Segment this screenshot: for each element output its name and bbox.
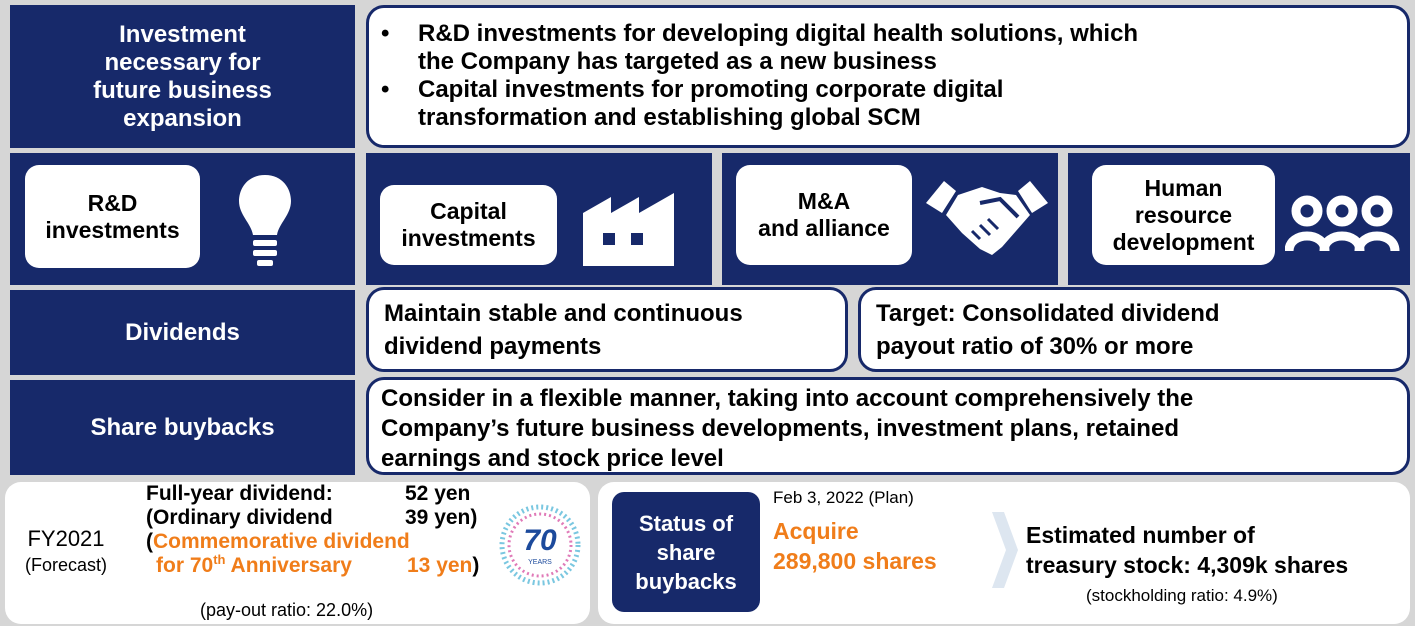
factory-icon [583, 193, 674, 266]
share-buybacks-policy: Consider in a flexible manner, taking in… [366, 377, 1410, 475]
text: investments [45, 216, 180, 243]
bullet: • Capital investments for promoting corp… [381, 76, 1407, 132]
buyback-date: Feb 3, 2022 (Plan) [773, 488, 914, 508]
text: dividend payments [384, 333, 602, 360]
text: Anniversary [225, 554, 352, 577]
text: 39 yen) [405, 506, 478, 529]
text: (pay-out ratio: 22.0%) [200, 600, 374, 620]
stockholding-ratio: (stockholding ratio: 4.9%) [1086, 586, 1278, 606]
category-panel: Capital investments [366, 153, 712, 285]
dividend-breakdown: Full-year dividend: (Ordinary dividend (… [146, 482, 410, 578]
text: Share buybacks [90, 413, 275, 441]
logo-number: 70 [523, 524, 557, 557]
lightbulb-icon [239, 175, 291, 266]
buyback-status-panel: Status of share buybacks Feb 3, 2022 (Pl… [598, 482, 1410, 624]
text: 52 yen [405, 482, 471, 505]
text: for 70th Anniversary [146, 552, 410, 578]
text: R&D [87, 189, 138, 216]
text: Feb 3, 2022 (Plan) [773, 488, 914, 507]
category-label: Capital investments [380, 185, 557, 265]
text: payout ratio of 30% or more [876, 333, 1194, 360]
text: 13 yen [407, 554, 473, 577]
text: share [656, 539, 716, 565]
text: (stockholding ratio: 4.9%) [1086, 586, 1278, 605]
dividend-amounts: 52 yen 39 yen) 13 yen) [405, 482, 479, 578]
text: for 70 [156, 554, 214, 577]
text: Full-year dividend: [146, 482, 333, 505]
text: transformation and establishing global S… [418, 104, 921, 131]
text: treasury stock: 4,309k shares [1026, 552, 1349, 578]
investment-label: Investment necessary for future business… [10, 5, 355, 148]
dividend-target: Target: Consolidated dividend payout rat… [858, 287, 1410, 372]
text: ( [146, 530, 153, 553]
logo-text: YEARS [528, 559, 552, 566]
text: FY2021 [27, 526, 105, 551]
text: 289,800 shares [773, 548, 937, 574]
treasury-estimate: Estimated number of treasury stock: 4,30… [1026, 520, 1348, 580]
category-panel: M&A and alliance [722, 153, 1058, 285]
fy2021-panel: FY2021 (Forecast) Full-year dividend: (O… [5, 482, 590, 624]
text: future business [93, 76, 272, 104]
payout-ratio: (pay-out ratio: 22.0%) [200, 600, 373, 621]
text: investments [401, 225, 536, 251]
text: resource [1134, 201, 1233, 228]
anniversary-logo: 70 YEARS [499, 504, 581, 586]
dividend-policy: Maintain stable and continuous dividend … [366, 287, 848, 372]
text: Human [1144, 174, 1223, 201]
text: expansion [123, 104, 242, 132]
dividends-label: Dividends [10, 290, 355, 375]
fy2021-label: FY2021 (Forecast) [11, 526, 121, 578]
text: (Ordinary dividend [146, 506, 333, 529]
text: M&A [797, 188, 851, 214]
text: ) [472, 554, 480, 577]
text: Consider in a flexible manner, taking in… [381, 385, 1194, 412]
text: development [1112, 228, 1255, 255]
bullet: • R&D investments for developing digital… [381, 20, 1407, 76]
text: Capital investments for promoting corpor… [418, 76, 1004, 103]
category-panel: Human resource development [1068, 153, 1410, 285]
text: 13 yen) [407, 554, 479, 578]
category-label: Human resource development [1092, 165, 1275, 265]
text: Company’s future business developments, … [381, 415, 1179, 442]
text: Dividends [125, 318, 240, 346]
text: Status of [638, 510, 734, 536]
text: Commemorative dividend [153, 530, 410, 553]
text: Target: Consolidated dividend [876, 300, 1220, 327]
text: th [213, 552, 226, 567]
share-buybacks-label: Share buybacks [10, 380, 355, 475]
people-icon [1285, 195, 1400, 252]
buyback-status-label: Status of share buybacks [612, 492, 760, 612]
text: Acquire [773, 518, 859, 544]
investment-bullets: • R&D investments for developing digital… [366, 5, 1410, 148]
text: earnings and stock price level [381, 445, 724, 472]
text: the Company has targeted as a new busine… [418, 48, 937, 75]
text: (Commemorative dividend [146, 530, 410, 554]
buyback-acquire: Acquire 289,800 shares [773, 516, 937, 576]
category-label: M&A and alliance [736, 165, 912, 265]
text: Maintain stable and continuous [384, 300, 743, 327]
text: and alliance [758, 215, 890, 241]
text: Estimated number of [1026, 522, 1255, 548]
text: Capital [430, 198, 507, 224]
arrow [992, 512, 1018, 588]
handshake-icon [926, 181, 1048, 255]
category-label: R&D investments [25, 165, 200, 268]
category-panel: R&D investments [10, 153, 355, 285]
text: necessary for [104, 48, 261, 76]
text: (Forecast) [24, 555, 107, 575]
text: R&D investments for developing digital h… [418, 20, 1139, 47]
text: Investment [119, 20, 246, 48]
text: buybacks [635, 568, 737, 594]
